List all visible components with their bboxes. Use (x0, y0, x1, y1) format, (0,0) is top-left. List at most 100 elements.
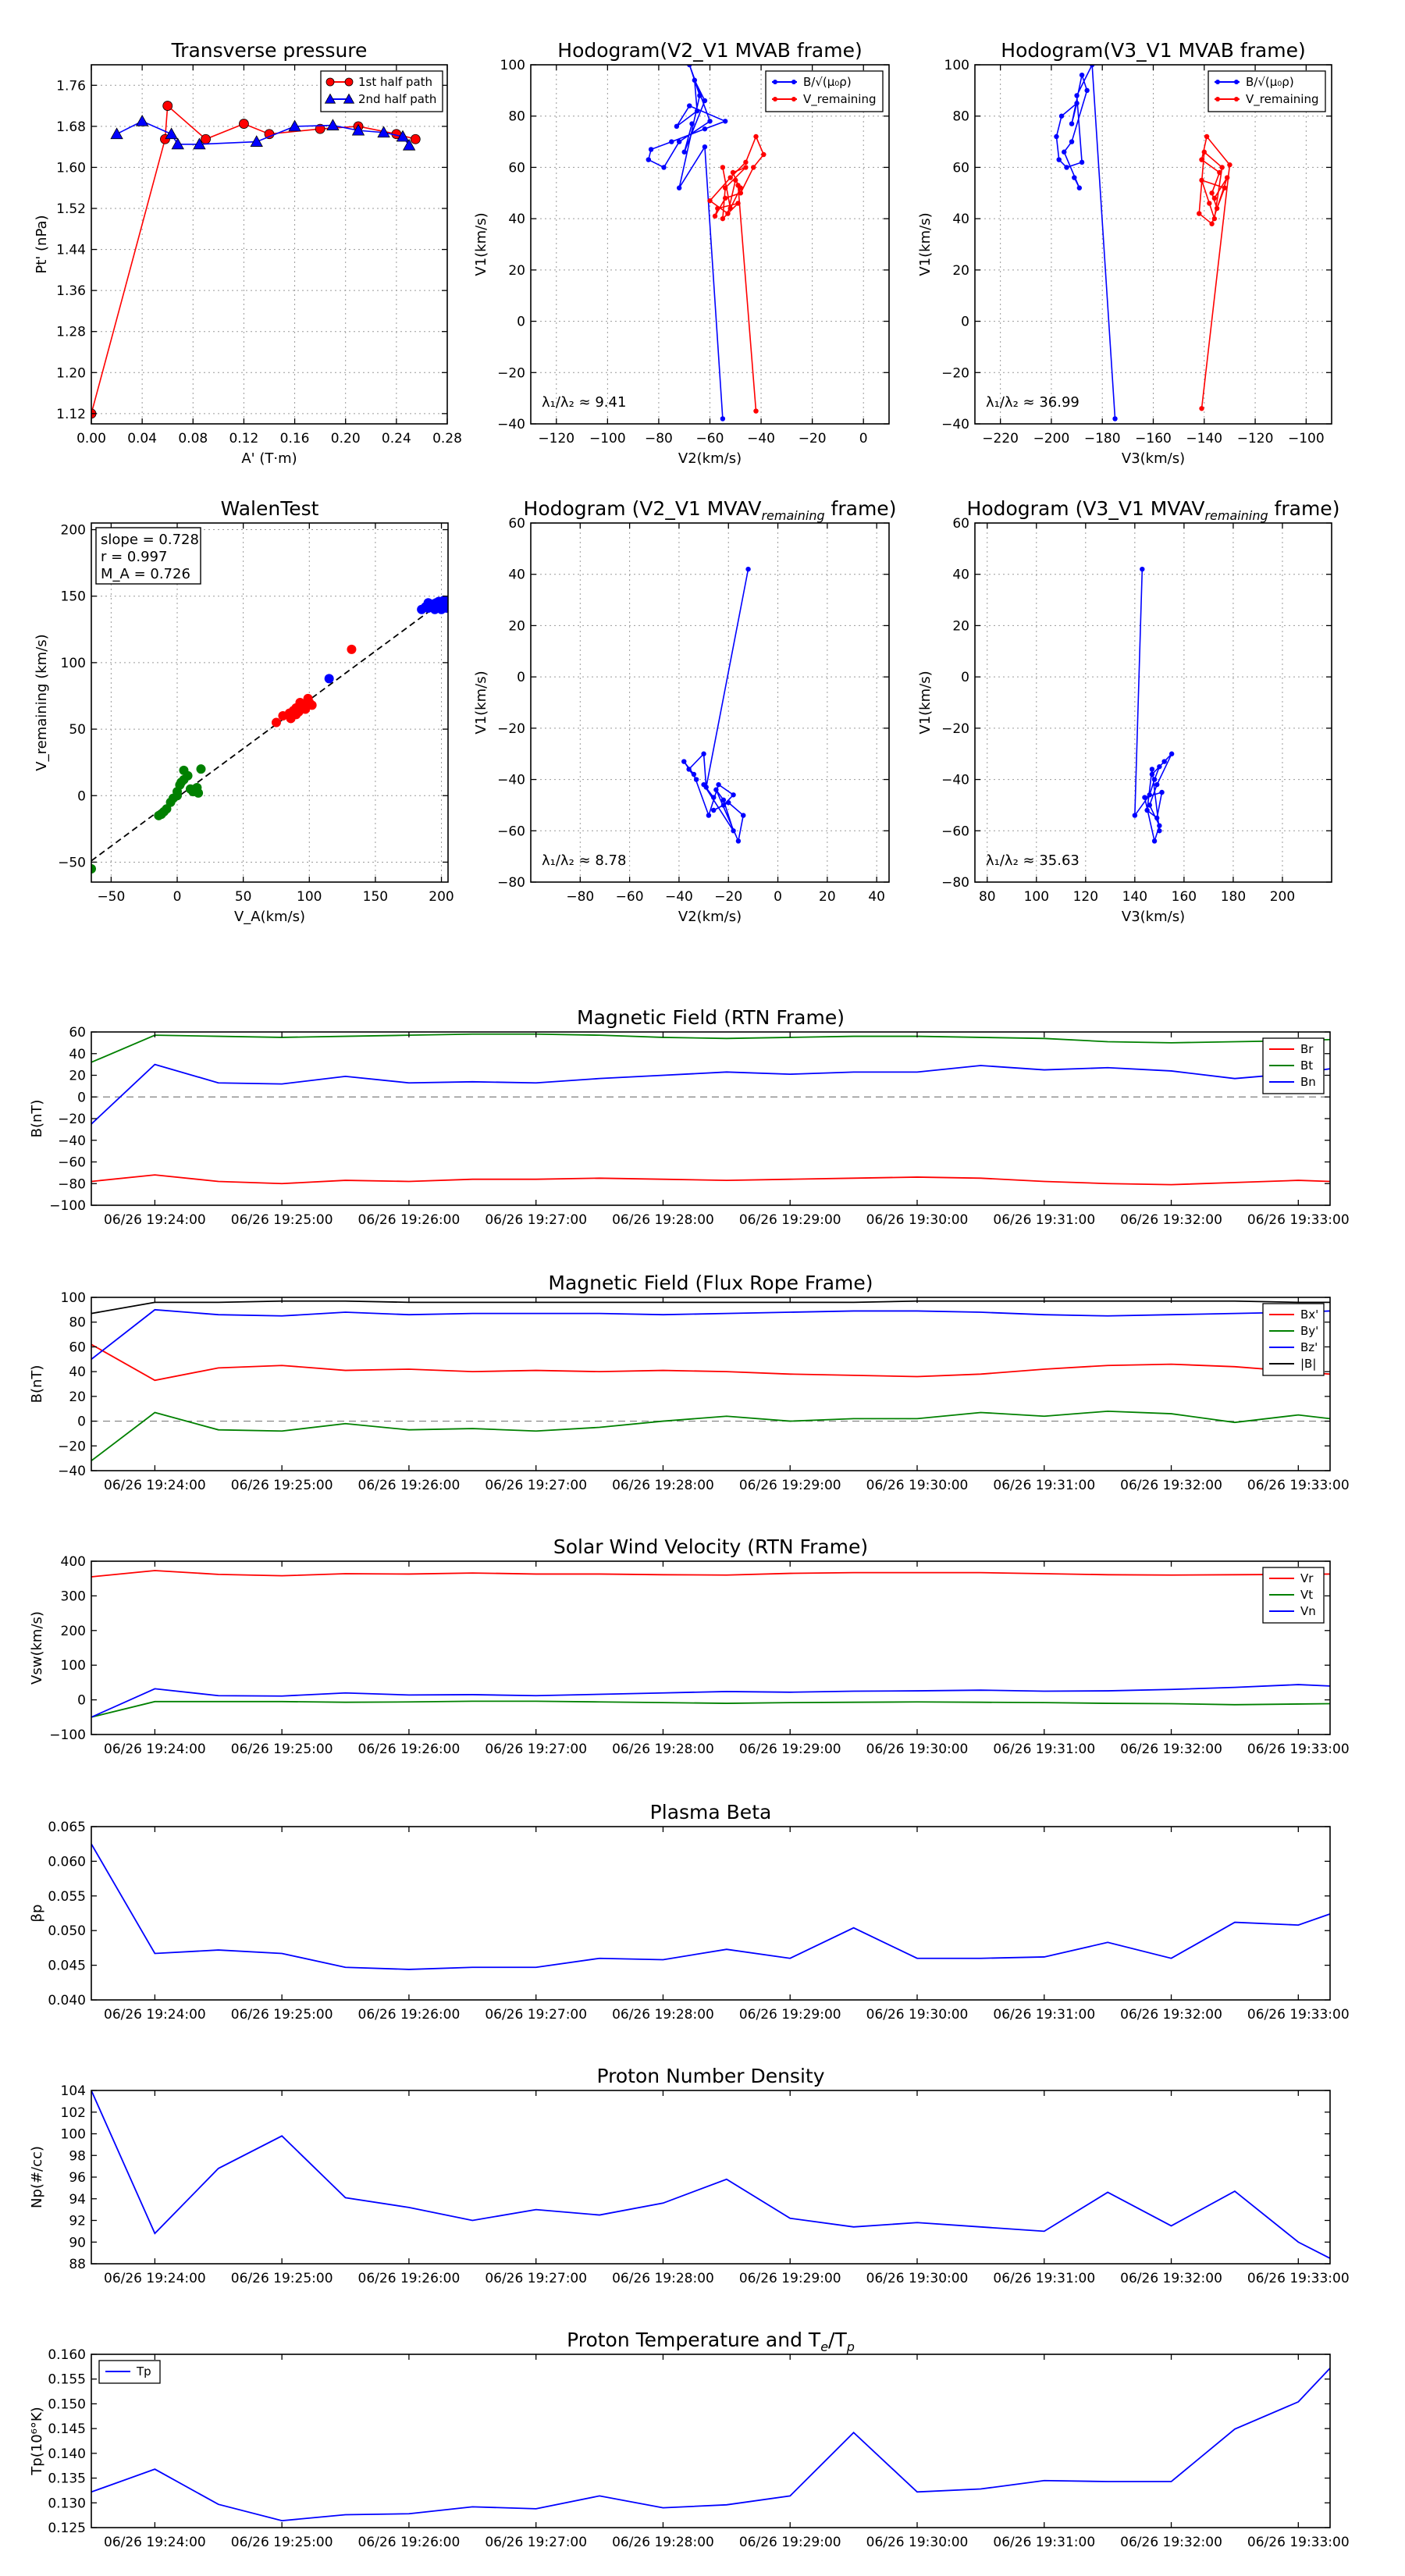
y-tick-label: 0 (517, 670, 525, 685)
x-axis-label: V3(km/s) (1122, 450, 1185, 467)
y-tick-label: −20 (497, 365, 525, 381)
series-v-remaining-point (743, 165, 749, 170)
x-tick-label: −140 (1186, 431, 1222, 447)
x-tick-label: −200 (1033, 431, 1070, 447)
x-tick-label: 150 (363, 889, 388, 905)
legend-label: B/√(μ₀ρ) (1246, 75, 1294, 89)
series-v-point (1144, 807, 1150, 813)
y-tick-label: 20 (952, 618, 969, 634)
data-layer (91, 2368, 1330, 2522)
series-b-point (676, 139, 682, 144)
x-tick-label: 200 (1270, 889, 1295, 905)
x-tick-label: 160 (1172, 889, 1197, 905)
series-v-remaining-point (712, 213, 718, 219)
plot-frame (91, 522, 449, 883)
chart-hodogram-v3-v1-mvab: −220 −200 −180 −160 −140 −120 −100−40−20020406… (917, 39, 1332, 467)
series-v-remaining-point (1214, 205, 1220, 212)
series-v-point (691, 771, 697, 777)
series-2nd-half-path-point (171, 137, 184, 150)
legend-box (320, 70, 443, 112)
series-b-point (669, 139, 674, 144)
data-layer (646, 65, 767, 422)
plot-frame (530, 522, 890, 883)
y-axis-label: Tp(10⁶°K) (29, 2407, 45, 2475)
x-tick-label: 06/26 19:33:00 (1247, 2535, 1350, 2550)
y-tick-label: 0.055 (48, 1889, 86, 1905)
legend-label: V_remaining (803, 92, 877, 107)
y-tick-label: 60 (69, 1025, 86, 1041)
chart-title: Hodogram(V2_V1 MVAB frame) (557, 39, 862, 62)
fit-line (91, 596, 448, 862)
x-tick-label: 06/26 19:26:00 (358, 1478, 461, 1493)
x-tick-label: −120 (538, 431, 574, 447)
x-tick-label: −120 (1237, 431, 1274, 447)
y-tick-label: 0 (77, 1090, 86, 1105)
y-tick-label: 1.60 (56, 160, 86, 176)
legend-label: Vt (1300, 1588, 1313, 1602)
y-tick-label: 98 (69, 2148, 86, 2164)
chart-title-subscript: e (820, 2339, 828, 2354)
series-br-line (91, 1174, 1330, 1186)
legend: B/√(μ₀ρ) V_remaining (765, 70, 884, 112)
data-layer (91, 101, 421, 419)
y-tick-label: 300 (61, 1589, 86, 1604)
chart-walen-test: −50 0 50 100 150 200 −50 0 50 100 150 200 WalenTest V… (34, 497, 454, 925)
chart-title: WalenTest (221, 497, 319, 520)
x-axis-label: V3(km/s) (1122, 909, 1185, 925)
series-v-point (711, 795, 717, 800)
legend-label: V_remaining (1246, 92, 1319, 107)
y-axis-label: V1(km/s) (473, 671, 489, 734)
series-b-point (1054, 133, 1059, 140)
series-v-remaining-point (1201, 149, 1207, 155)
legend: 1st half path 2nd half path (320, 70, 443, 112)
y-axis-label: V1(km/s) (917, 671, 934, 734)
series-v-point (693, 777, 699, 782)
series-v-remaining-point (730, 169, 736, 176)
x-tick-label: 06/26 19:33:00 (1247, 1478, 1350, 1493)
plot-frame (91, 1560, 1331, 1735)
y-tick-label: 40 (69, 1364, 86, 1380)
chart-title-suffix: /T (828, 2329, 847, 2351)
y-tick-label: 0.135 (48, 2471, 86, 2487)
chart-title-text: Magnetic Field (Flux Rope Frame) (548, 1272, 873, 1294)
x-tick-label: 06/26 19:27:00 (485, 2535, 587, 2550)
x-tick-label: 50 (235, 889, 252, 905)
chart-hodogram-v3-v1-mvav: 80 100 120 140 160 180 200 −80 −60 −40 −20 0 20 40 60H… (917, 497, 1339, 925)
x-tick-label: −100 (589, 431, 626, 447)
y-tick-label: 200 (61, 523, 86, 539)
eigenvalue-ratio-label: λ₁/λ₂ ≈ 35.63 (986, 852, 1080, 869)
y-tick-label: 1.20 (56, 365, 86, 381)
x-tick-label: 180 (1221, 889, 1246, 905)
x-tick-label: 06/26 19:27:00 (485, 2271, 587, 2286)
x-tick-label: −180 (1084, 431, 1121, 447)
series-v-line (683, 568, 749, 844)
plot-frame (91, 1826, 1331, 2001)
series-v-remaining-point (753, 133, 759, 140)
series-blue-point (442, 603, 448, 614)
chart-transverse-pressure: 0.00 0.04 0.08 0.12 0.16 0.20 0.24 0.28 1.12 1.20… (34, 39, 462, 467)
series-b-point (674, 123, 680, 130)
x-tick-label: 0.12 (229, 431, 258, 447)
series-b-point (1076, 185, 1083, 190)
x-tick-label: 20 (819, 889, 836, 905)
series-v-remaining-point (751, 165, 756, 170)
y-tick-label: −100 (49, 1727, 86, 1743)
y-tick-label: 0.125 (48, 2521, 86, 2536)
series-v-point (711, 807, 717, 813)
y-tick-label: 0.145 (48, 2421, 86, 2437)
legend-label: Bt (1300, 1059, 1313, 1073)
x-tick-label: 06/26 19:28:00 (612, 1478, 714, 1493)
chart-title-text: Hodogram(V2_V1 MVAB frame) (557, 39, 862, 62)
series-v-remaining-point (720, 215, 726, 222)
chart-title-text: WalenTest (221, 497, 319, 520)
series-v-point (1151, 777, 1158, 782)
x-tick-label: −40 (747, 431, 775, 447)
x-tick-label: 06/26 19:26:00 (358, 1742, 461, 1757)
series-b-point (694, 108, 700, 114)
y-axis-label: Np(#/cc) (29, 2146, 45, 2208)
series-v-point (745, 566, 751, 572)
x-tick-label: 06/26 19:32:00 (1120, 1212, 1222, 1228)
chart-title-text: Proton Number Density (597, 2065, 825, 2087)
y-tick-label: 100 (61, 656, 86, 671)
